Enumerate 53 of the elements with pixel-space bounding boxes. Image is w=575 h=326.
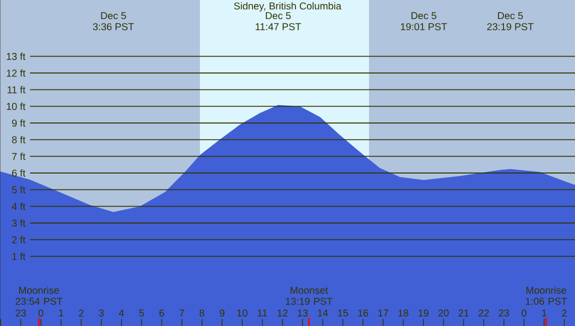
- y-tick-label: 5 ft: [12, 186, 26, 194]
- x-tick-label: 16: [358, 310, 368, 317]
- x-tick-label: 17: [378, 310, 388, 316]
- x-tick-label: 19: [418, 310, 428, 317]
- annotation: Dec 5: [498, 12, 523, 20]
- x-tick-label: 23: [16, 310, 26, 317]
- annotation: Dec 5: [266, 12, 291, 20]
- y-tick-label: 7 ft: [12, 152, 26, 160]
- x-tick-label: 15: [338, 310, 348, 316]
- x-tick-label: 1: [542, 310, 546, 316]
- ref-line-label: Moonrise 23:54 PST: [16, 286, 62, 305]
- annotation: Dec 5: [412, 12, 436, 20]
- y-tick-label: 2 ft: [12, 236, 26, 244]
- x-tick-label: 1: [59, 310, 64, 316]
- y-tick-label: 9 ft: [12, 119, 26, 127]
- x-tick-label: 3: [98, 310, 104, 317]
- x-tick-label: 18: [398, 310, 408, 317]
- y-tick-label: 12 ft: [6, 69, 26, 77]
- y-tick-label: 6 ft: [12, 169, 26, 177]
- x-tick-label: 21: [458, 310, 469, 316]
- x-tick-label: 9: [220, 310, 224, 317]
- x-tick-label: 12: [278, 310, 288, 316]
- annotation: 3:36 PST: [93, 23, 134, 30]
- x-tick-label: 22: [478, 310, 489, 316]
- y-tick-label: 13 ft: [6, 52, 26, 60]
- chart-title: Sidney, British Columbia: [234, 2, 342, 12]
- annotation: 19:01 PST: [400, 23, 448, 30]
- y-tick-label: 3 ft: [12, 219, 26, 227]
- x-tick-label: 0: [522, 310, 526, 317]
- x-tick-label: 20: [438, 310, 449, 317]
- x-tick-label: 7: [180, 310, 184, 316]
- x-tick-label: 6: [159, 310, 164, 317]
- y-tick-label: 10 ft: [6, 102, 26, 110]
- annotation: 23:19 PST: [487, 23, 534, 30]
- x-tick-label: 2: [78, 310, 84, 316]
- annotation: 11:47 PST: [256, 23, 302, 30]
- x-tick-label: 13: [298, 310, 308, 317]
- annotation: Dec 5: [101, 12, 126, 20]
- x-tick-label: 0: [38, 310, 44, 317]
- x-tick-label: 5: [139, 310, 144, 316]
- ref-line-label: Moonset 13:19 PST: [286, 286, 333, 305]
- y-tick-label: 1 ft: [12, 252, 26, 260]
- x-tick-label: 10: [237, 310, 248, 317]
- y-tick-label: 11 ft: [8, 86, 26, 94]
- ref-line-label: Moonrise 1:06 PST: [526, 286, 567, 305]
- x-tick-label: 11: [258, 310, 268, 316]
- y-tick-label: 4 ft: [12, 202, 26, 210]
- x-tick-label: 23: [498, 310, 509, 317]
- x-tick-label: 2: [562, 310, 567, 316]
- x-tick-label: 8: [200, 310, 204, 317]
- x-tick-label: 14: [318, 310, 328, 316]
- y-tick-label: 8 ft: [12, 136, 26, 144]
- x-tick-label: 4: [118, 310, 124, 316]
